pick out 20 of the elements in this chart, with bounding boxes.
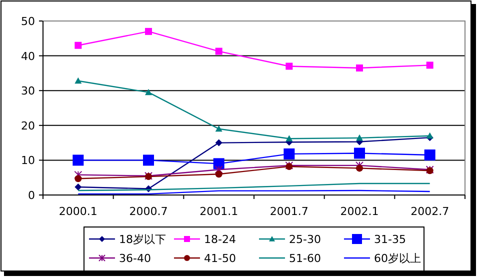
y-tick-label: 50 [21,15,35,28]
legend-label: 36-40 [119,252,151,265]
legend-label: 60岁以上 [374,252,421,265]
x-tick-label: 2000.7 [129,205,168,218]
legend-label: 41-50 [204,252,236,265]
legend-label: 25-30 [289,233,321,246]
x-tick-label: 2001.1 [200,205,238,218]
legend-label: 51-60 [289,252,321,265]
y-tick-label: 20 [21,119,35,132]
y-tick-label: 40 [21,50,35,63]
y-tick-label: 10 [21,154,35,168]
legend-label: 18岁以下 [119,233,166,246]
x-tick-label: 2001.7 [270,205,308,218]
y-tick-label: 0 [28,189,35,202]
legend-label: 18-24 [204,233,236,246]
x-tick-label: 2000.1 [58,205,98,218]
legend-label: 31-35 [374,233,406,246]
x-tick-label: 2002.1 [340,205,379,218]
y-tick-label: 30 [21,84,35,98]
x-tick-label: 2002.7 [410,205,450,218]
